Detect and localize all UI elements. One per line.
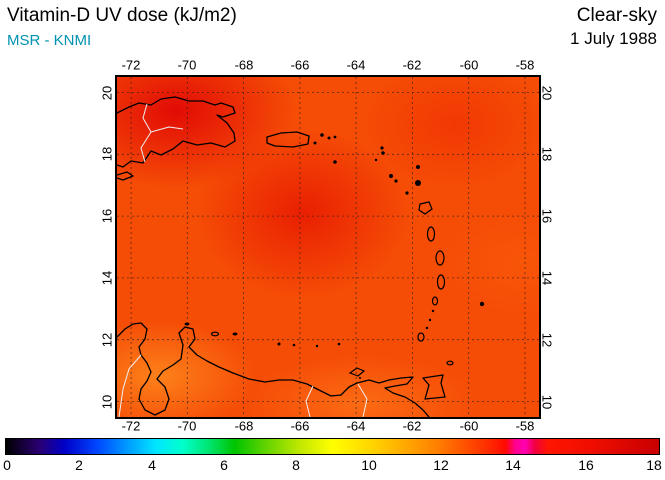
lon-tick-label-top: -58 <box>515 57 535 73</box>
lon-tick-label-bottom: -68 <box>234 418 254 434</box>
small-island-dots <box>184 133 485 379</box>
lat-tick-label-right: 12 <box>539 332 555 348</box>
puerto-rico-coastline <box>266 131 310 148</box>
colorbar-tick-label: 18 <box>646 457 662 473</box>
lon-tick-label-top: -72 <box>121 57 141 73</box>
lat-tick-label-right: 20 <box>539 85 555 101</box>
lesser-antilles-islands <box>210 201 454 377</box>
lat-tick-label-left: 14 <box>99 270 115 286</box>
colorbar-tick-label: 4 <box>148 457 156 473</box>
lon-tick-label-bottom: -62 <box>402 418 422 434</box>
colorbar-tick-label: 16 <box>578 457 594 473</box>
lon-tick-label-top: -60 <box>459 57 479 73</box>
sky-condition-label: Clear-sky <box>576 5 657 26</box>
lat-tick-label-left: 16 <box>99 208 115 224</box>
lat-tick-label-right: 18 <box>539 146 555 162</box>
colorbar <box>5 438 660 455</box>
colorbar-tick-label: 10 <box>361 457 377 473</box>
lat-tick-label-left: 20 <box>99 85 115 101</box>
colorbar-tick-label: 2 <box>75 457 83 473</box>
hispaniola-coastline <box>117 96 236 168</box>
lon-tick-label-bottom: -70 <box>177 418 197 434</box>
colorbar-tick-label: 8 <box>292 457 300 473</box>
colorbar-tick-label: 12 <box>433 457 449 473</box>
coastlines <box>117 96 446 417</box>
colorbar-tick-label: 6 <box>220 457 228 473</box>
lat-tick-label-left: 18 <box>99 146 115 162</box>
lat-tick-label-right: 10 <box>539 394 555 410</box>
lon-tick-label-top: -68 <box>234 57 254 73</box>
lat-tick-label-left: 12 <box>99 332 115 348</box>
page-title: Vitamin-D UV dose (kJ/m2) <box>7 5 237 26</box>
lon-tick-label-top: -66 <box>290 57 310 73</box>
lat-tick-label-right: 14 <box>539 270 555 286</box>
map-overlay-svg <box>117 77 539 417</box>
lon-tick-label-bottom: -66 <box>290 418 310 434</box>
data-source: MSR - KNMI <box>7 32 92 49</box>
lon-tick-label-top: -64 <box>346 57 366 73</box>
lon-tick-label-bottom: -58 <box>515 418 535 434</box>
trinidad-coastline <box>422 374 446 400</box>
country-borders <box>118 103 368 417</box>
lon-tick-label-bottom: -72 <box>121 418 141 434</box>
date-label: 1 July 1988 <box>570 29 657 48</box>
lon-tick-label-top: -70 <box>177 57 197 73</box>
south-america-coastline <box>117 322 430 417</box>
lat-tick-label-right: 16 <box>539 208 555 224</box>
grid-lines <box>117 77 539 417</box>
haiti-peninsula-coastline <box>117 171 134 181</box>
lon-tick-label-bottom: -60 <box>459 418 479 434</box>
map-panel <box>115 75 541 419</box>
lon-tick-label-top: -62 <box>402 57 422 73</box>
lon-tick-label-bottom: -64 <box>346 418 366 434</box>
colorbar-tick-label: 14 <box>505 457 521 473</box>
lat-tick-label-left: 10 <box>99 394 115 410</box>
colorbar-tick-label: 0 <box>3 457 11 473</box>
